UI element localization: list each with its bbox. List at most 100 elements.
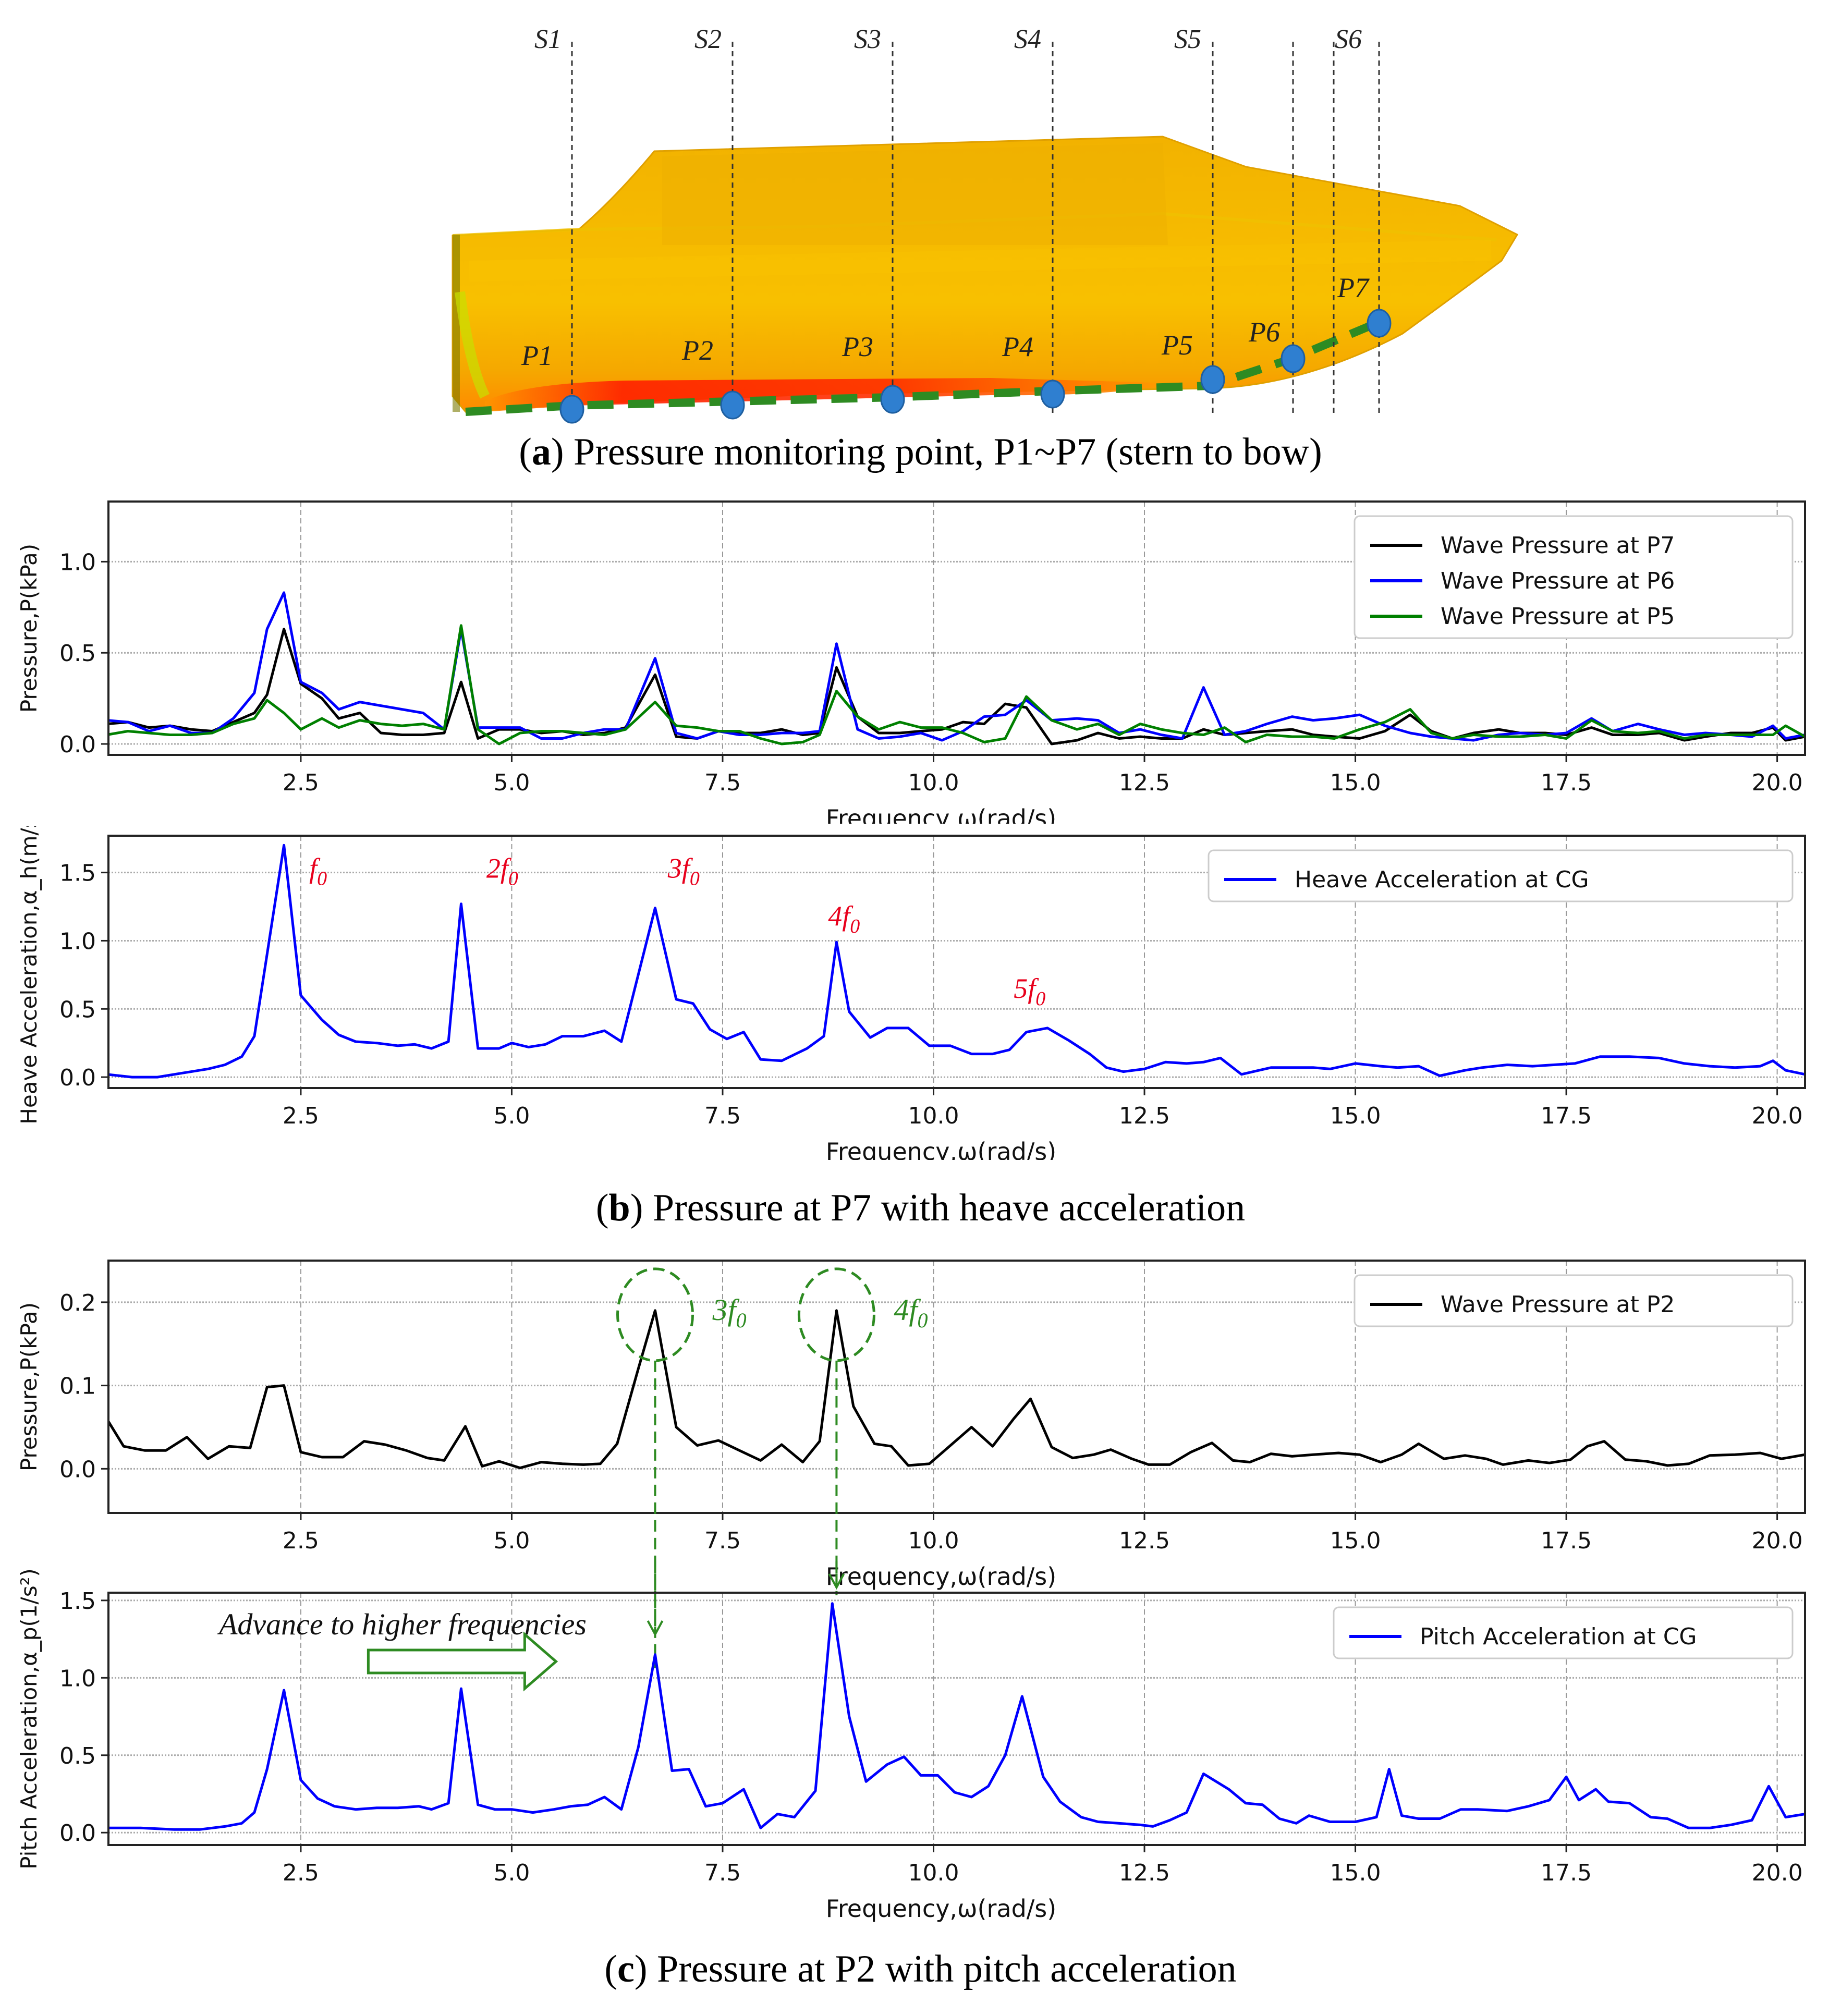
- x-tick-label: 17.5: [1541, 1103, 1592, 1129]
- ship-hull-illustration: S1 S2 S3 S4 S5 S6 P1 P2 P3 P4 P5 P6 P7: [452, 25, 1519, 424]
- point-label-p4: P4: [1002, 331, 1033, 362]
- y-tick-label: 0.1: [59, 1373, 96, 1400]
- arrow-down-icon: [647, 1620, 664, 1637]
- y-tick-label: 0.2: [59, 1290, 96, 1316]
- x-tick-label: 15.0: [1330, 1528, 1381, 1554]
- harmonic-label: 4f0: [828, 900, 860, 937]
- x-axis-label: Frequency,ω(rad/s): [826, 1138, 1056, 1160]
- point-p4: [1040, 380, 1065, 409]
- legend-entry: Wave Pressure at P6: [1441, 568, 1675, 594]
- y-tick-label: 0.0: [59, 1456, 96, 1483]
- arrow-down-icon: [828, 1573, 845, 1590]
- plot-frame: [107, 835, 1806, 1089]
- x-tick-label: 10.0: [908, 769, 959, 796]
- x-tick-label: 7.5: [704, 1860, 741, 1886]
- chart-pitch-acceleration: 2.5 5.0 7.5 10.0 12.5 15.0 17.5 20.0 0.0 0.5 1.0 1.…: [0, 1561, 1841, 1926]
- harmonic-label: 3f0: [712, 1293, 747, 1332]
- legend: Heave Acceleration at CG: [1208, 849, 1794, 902]
- harmonic-label: 3f0: [667, 853, 700, 890]
- point-label-p5: P5: [1161, 329, 1193, 361]
- y-tick-label: 1.0: [59, 928, 96, 955]
- point-p5: [1200, 365, 1225, 394]
- y-axis-label: Pitch Acceleration,α_p(1/s²): [16, 1568, 42, 1870]
- chart-svg: 2.5 5.0 7.5 10.0 12.5 15.0 17.5 20.0 0.0 0.5 1.0 1.…: [16, 1561, 1806, 1923]
- y-axis-label: Heave Acceleration,α_h(m/s²): [16, 826, 42, 1125]
- advance-arrow-icon: [367, 1631, 558, 1692]
- plot-frame: [107, 1260, 1806, 1514]
- x-tick-label: 12.5: [1119, 1103, 1170, 1129]
- y-tick-label: 1.0: [59, 1665, 96, 1692]
- section-label-s6: S6: [1335, 25, 1362, 54]
- point-label-p1: P1: [521, 340, 553, 371]
- y-tick-label: 1.5: [59, 860, 96, 887]
- x-tick-label: 10.0: [908, 1103, 959, 1129]
- harmonic-label: 5f0: [1014, 973, 1045, 1010]
- x-tick-label: 17.5: [1541, 1528, 1592, 1554]
- point-label-p3: P3: [842, 331, 873, 362]
- grid: [108, 1593, 1805, 1845]
- x-tick-label: 7.5: [704, 1103, 741, 1129]
- x-tick-label: 15.0: [1330, 1860, 1381, 1886]
- chart-heave-acceleration: 2.5 5.0 7.5 10.0 12.5 15.0 17.5 20.0 0.0 0.5 1.0 1.…: [0, 799, 1841, 1166]
- legend: Pitch Acceleration at CG: [1333, 1606, 1794, 1659]
- chart-svg: 2.5 5.0 7.5 10.0 12.5 15.0 17.5 20.0 0.0 0.5 1.0 1.…: [16, 799, 1806, 1166]
- x-tick-label: 10.0: [908, 1528, 959, 1554]
- plot-frame: [107, 500, 1806, 756]
- point-p6: [1281, 344, 1306, 373]
- x-tick-label: 15.0: [1330, 1103, 1381, 1129]
- x-tick-label: 12.5: [1119, 1528, 1170, 1554]
- series-line-2: [108, 624, 1805, 746]
- y-tick-label: 0.0: [59, 1820, 96, 1847]
- point-p2: [720, 390, 745, 420]
- y-axis-label: Pressure,P(kPa): [16, 544, 42, 713]
- series-line-0: [108, 628, 1805, 746]
- series-line-0: [108, 1309, 1805, 1470]
- y-tick-label: 0.5: [59, 996, 96, 1023]
- chart-pressure-p2: 2.5 5.0 7.5 10.0 12.5 15.0 17.5 20.0 0.0 0.1 0.2 Fr…: [0, 1246, 1841, 1668]
- x-axis-label: Frequency,ω(rad/s): [826, 1562, 1056, 1591]
- advance-annotation: Advance to higher frequencies: [217, 1607, 587, 1641]
- x-axis-label: Frequency,ω(rad/s): [826, 1895, 1056, 1923]
- y-axis-label: Pressure,P(kPa): [16, 1302, 42, 1471]
- x-axis-label: Frequency,ω(rad/s): [826, 804, 1056, 824]
- section-label-s2: S2: [694, 25, 722, 54]
- point-label-p6: P6: [1248, 316, 1280, 348]
- harmonic-label: f0: [309, 853, 327, 890]
- y-tick-label: 0.5: [59, 1743, 96, 1769]
- series-line-0: [108, 1602, 1805, 1831]
- x-tick-label: 17.5: [1541, 769, 1592, 796]
- plot-frame: [107, 1592, 1806, 1846]
- caption-a: (a) Pressure monitoring point, P1~P7 (st…: [519, 431, 1322, 473]
- x-tick-label: 12.5: [1119, 1860, 1170, 1886]
- section-label-s4: S4: [1014, 25, 1041, 54]
- legend-entry: Heave Acceleration at CG: [1295, 866, 1589, 893]
- x-tick-label: 15.0: [1330, 769, 1381, 796]
- x-tick-label: 17.5: [1541, 1860, 1592, 1886]
- legend-entry: Wave Pressure at P5: [1441, 603, 1675, 630]
- section-label-s1: S1: [534, 25, 562, 54]
- chart-svg: 2.5 5.0 7.5 10.0 12.5 15.0 17.5 20.0 0.0 0.5 1.0 Fr…: [16, 500, 1806, 833]
- x-tick-label: 5.0: [493, 1528, 530, 1554]
- point-label-p7: P7: [1337, 272, 1370, 303]
- legend: Wave Pressure at P2: [1354, 1274, 1794, 1327]
- x-tick-label: 20.0: [1752, 1860, 1803, 1886]
- legend-entry: Pitch Acceleration at CG: [1420, 1623, 1697, 1650]
- x-tick-label: 2.5: [283, 1103, 319, 1129]
- y-tick-label: 1.0: [59, 549, 96, 576]
- x-tick-label: 20.0: [1752, 1528, 1803, 1554]
- grid: [108, 836, 1805, 1088]
- ship-diagram: S1 S2 S3 S4 S5 S6 P1 P2 P3 P4 P5 P6 P7: [0, 0, 1841, 438]
- section-label-s5: S5: [1174, 25, 1201, 54]
- legend: Wave Pressure at P7 Wave Pressure at P6 Wa…: [1354, 515, 1794, 639]
- series-line-0: [108, 844, 1805, 1079]
- x-tick-label: 20.0: [1752, 769, 1803, 796]
- point-p7: [1367, 309, 1392, 338]
- chart-pressure-p5-p7: 2.5 5.0 7.5 10.0 12.5 15.0 17.5 20.0 0.0 0.5 1.0 Fr…: [0, 490, 1841, 833]
- x-tick-label: 5.0: [493, 769, 530, 796]
- x-tick-label: 10.0: [908, 1860, 959, 1886]
- y-tick-label: 0.0: [59, 1065, 96, 1091]
- x-tick-label: 2.5: [283, 1528, 319, 1554]
- x-tick-label: 5.0: [493, 1103, 530, 1129]
- point-p1: [559, 395, 584, 424]
- x-tick-label: 20.0: [1752, 1103, 1803, 1129]
